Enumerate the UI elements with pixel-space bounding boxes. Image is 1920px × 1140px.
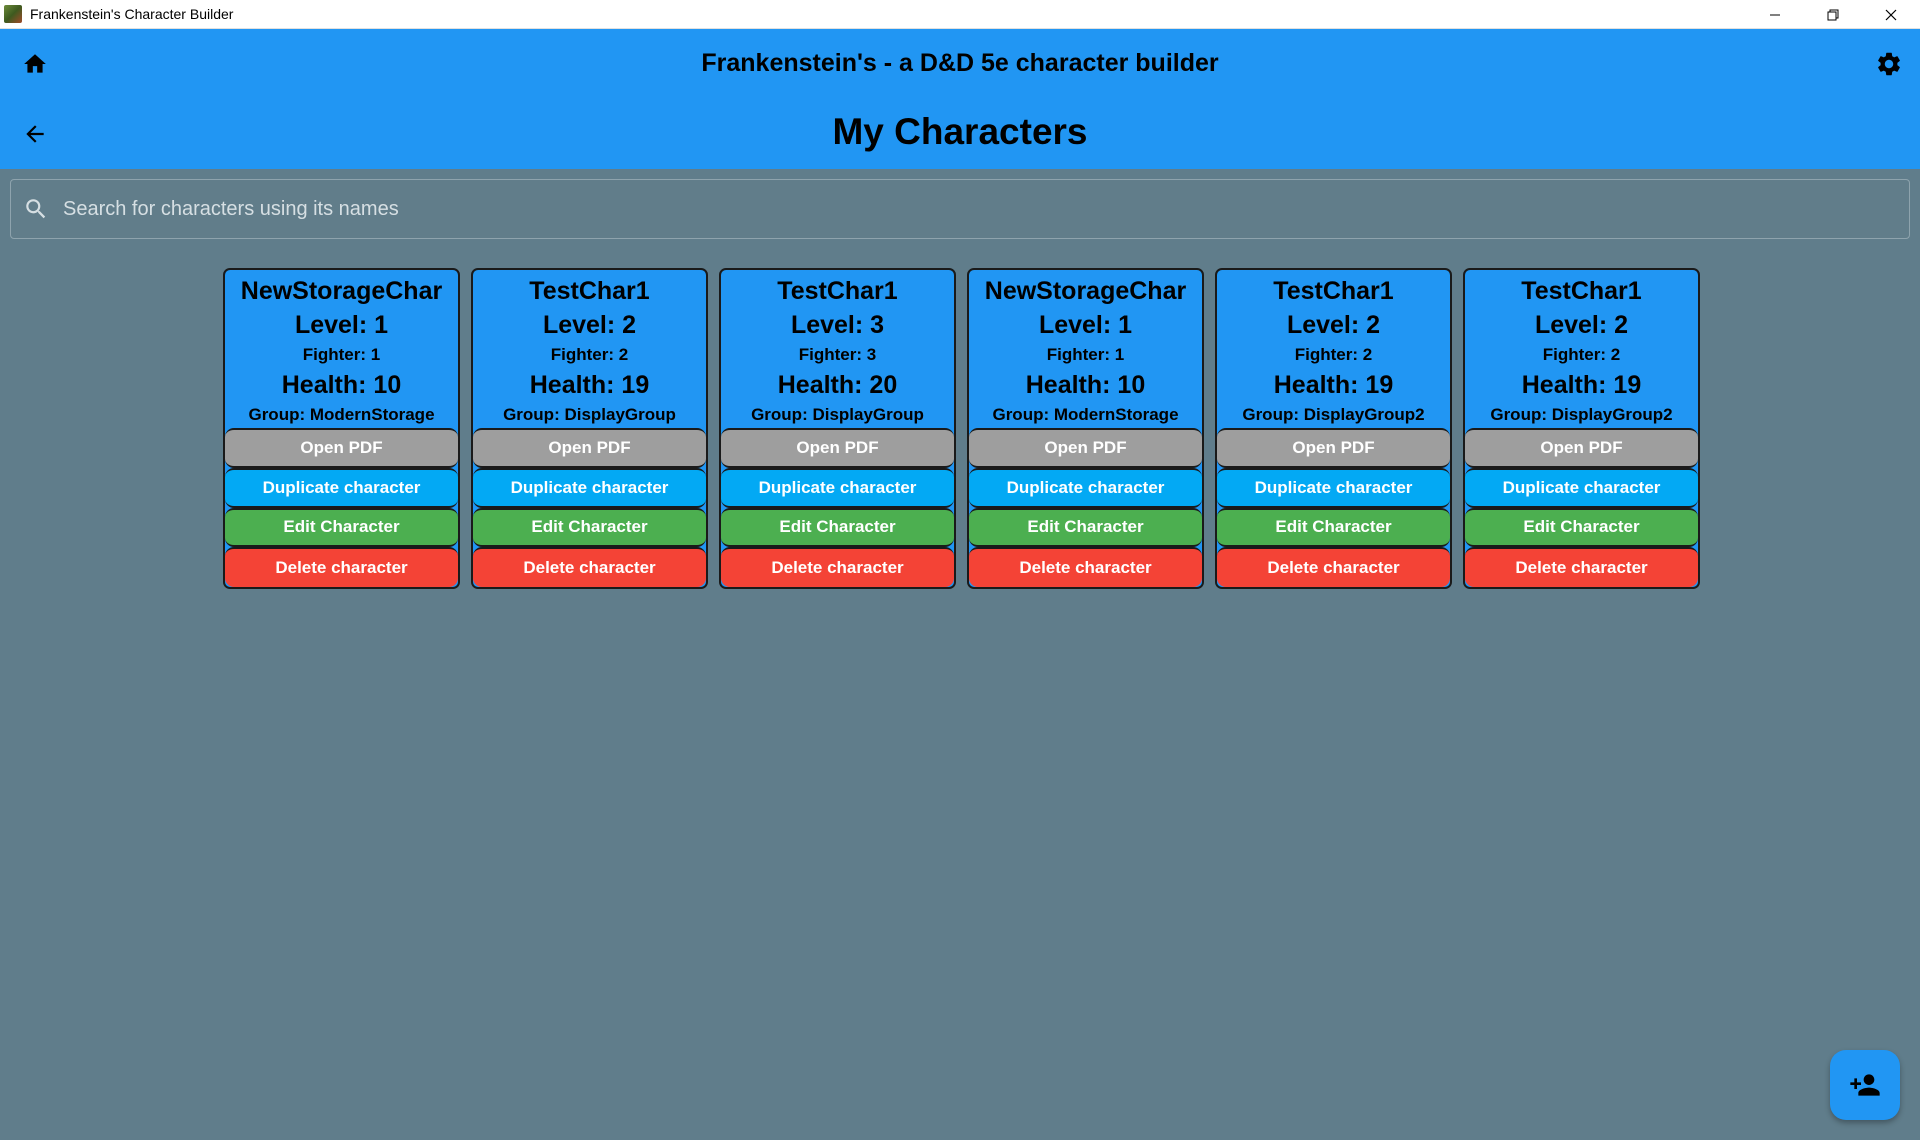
open-pdf-button[interactable]: Open PDF	[1217, 428, 1450, 468]
character-name: TestChar1	[529, 277, 650, 305]
open-pdf-button[interactable]: Open PDF	[473, 428, 706, 468]
app-header: Frankenstein's - a D&D 5e character buil…	[0, 29, 1920, 169]
character-card: TestChar1 Level: 2 Fighter: 2 Health: 19…	[1215, 268, 1452, 589]
minimize-icon	[1770, 14, 1780, 15]
close-window-button[interactable]	[1862, 0, 1920, 29]
character-name: NewStorageChar	[984, 277, 1187, 305]
delete-character-button[interactable]: Delete character	[473, 547, 706, 587]
character-class: Fighter: 2	[1294, 345, 1373, 364]
character-level: Level: 2	[542, 311, 637, 339]
minimize-button[interactable]	[1746, 0, 1804, 29]
character-level: Level: 1	[1038, 311, 1133, 339]
page-title: My Characters	[832, 111, 1088, 152]
character-group: Group: ModernStorage	[248, 405, 435, 424]
close-icon	[1885, 9, 1897, 20]
edit-character-button[interactable]: Edit Character	[721, 507, 954, 548]
character-health: Health: 20	[777, 371, 898, 399]
open-pdf-button[interactable]: Open PDF	[969, 428, 1202, 468]
add-person-icon	[1850, 1074, 1880, 1096]
character-name: TestChar1	[1521, 277, 1642, 305]
character-level: Level: 3	[790, 311, 885, 339]
delete-character-button[interactable]: Delete character	[225, 547, 458, 587]
character-health: Health: 10	[1025, 371, 1146, 399]
edit-character-button[interactable]: Edit Character	[969, 507, 1202, 548]
edit-character-button[interactable]: Edit Character	[225, 507, 458, 548]
duplicate-character-button[interactable]: Duplicate character	[473, 467, 706, 508]
character-card: TestChar1 Level: 3 Fighter: 3 Health: 20…	[719, 268, 956, 589]
edit-character-button[interactable]: Edit Character	[1217, 507, 1450, 548]
character-group: Group: DisplayGroup	[751, 405, 924, 424]
search-icon	[23, 196, 49, 222]
back-button[interactable]	[20, 119, 50, 149]
edit-character-button[interactable]: Edit Character	[1465, 507, 1698, 548]
app-logo-icon	[4, 5, 22, 23]
character-group: Group: DisplayGroup	[503, 405, 676, 424]
character-card-list: NewStorageChar Level: 1 Fighter: 1 Healt…	[223, 268, 1700, 589]
character-group: Group: DisplayGroup2	[1490, 405, 1673, 424]
open-pdf-button[interactable]: Open PDF	[721, 428, 954, 468]
window-title: Frankenstein's Character Builder	[30, 6, 234, 22]
search-bar[interactable]	[10, 179, 1910, 239]
home-button[interactable]	[20, 49, 50, 79]
delete-character-button[interactable]: Delete character	[969, 547, 1202, 587]
character-class: Fighter: 2	[1542, 345, 1621, 364]
character-level: Level: 1	[294, 311, 389, 339]
arrow-back-icon	[26, 125, 44, 143]
delete-character-button[interactable]: Delete character	[1465, 547, 1698, 587]
window-controls	[1746, 0, 1920, 29]
character-group: Group: DisplayGroup2	[1242, 405, 1425, 424]
restore-icon	[1827, 9, 1839, 20]
character-class: Fighter: 3	[798, 345, 877, 364]
character-name: NewStorageChar	[240, 277, 443, 305]
character-health: Health: 19	[1521, 371, 1642, 399]
character-level: Level: 2	[1286, 311, 1381, 339]
character-health: Health: 19	[1273, 371, 1394, 399]
delete-character-button[interactable]: Delete character	[721, 547, 954, 587]
app-title: Frankenstein's - a D&D 5e character buil…	[701, 49, 1219, 77]
character-health: Health: 10	[281, 371, 402, 399]
duplicate-character-button[interactable]: Duplicate character	[1465, 467, 1698, 508]
open-pdf-button[interactable]: Open PDF	[1465, 428, 1698, 468]
character-card: TestChar1 Level: 2 Fighter: 2 Health: 19…	[1463, 268, 1700, 589]
gear-icon	[1878, 52, 1900, 76]
character-name: TestChar1	[1273, 277, 1394, 305]
character-group: Group: ModernStorage	[992, 405, 1179, 424]
delete-character-button[interactable]: Delete character	[1217, 547, 1450, 587]
character-class: Fighter: 1	[1046, 345, 1125, 364]
character-level: Level: 2	[1534, 311, 1629, 339]
character-class: Fighter: 2	[550, 345, 629, 364]
character-name: TestChar1	[777, 277, 898, 305]
duplicate-character-button[interactable]: Duplicate character	[225, 467, 458, 508]
edit-character-button[interactable]: Edit Character	[473, 507, 706, 548]
character-health: Health: 19	[529, 371, 650, 399]
character-card: NewStorageChar Level: 1 Fighter: 1 Healt…	[967, 268, 1204, 589]
character-card: NewStorageChar Level: 1 Fighter: 1 Healt…	[223, 268, 460, 589]
character-class: Fighter: 1	[302, 345, 381, 364]
duplicate-character-button[interactable]: Duplicate character	[721, 467, 954, 508]
search-input[interactable]	[63, 197, 1909, 221]
duplicate-character-button[interactable]: Duplicate character	[1217, 467, 1450, 508]
character-card: TestChar1 Level: 2 Fighter: 2 Health: 19…	[471, 268, 708, 589]
window-titlebar: Frankenstein's Character Builder	[0, 0, 1920, 29]
restore-button[interactable]	[1804, 0, 1862, 29]
open-pdf-button[interactable]: Open PDF	[225, 428, 458, 468]
add-character-button[interactable]	[1830, 1050, 1900, 1120]
settings-button[interactable]	[1874, 49, 1904, 79]
home-icon	[24, 54, 46, 73]
duplicate-character-button[interactable]: Duplicate character	[969, 467, 1202, 508]
